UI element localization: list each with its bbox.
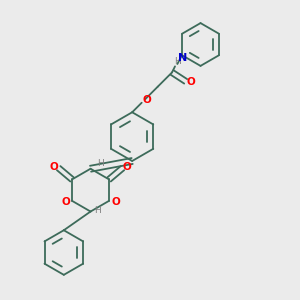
Text: N: N [178,53,187,63]
Text: H: H [94,206,100,214]
Text: O: O [111,197,120,207]
Text: H: H [97,159,104,168]
Text: O: O [142,95,151,105]
Text: O: O [61,197,70,207]
Text: H: H [174,56,181,65]
Text: O: O [123,162,132,172]
Text: O: O [50,162,58,172]
Text: O: O [187,77,195,87]
